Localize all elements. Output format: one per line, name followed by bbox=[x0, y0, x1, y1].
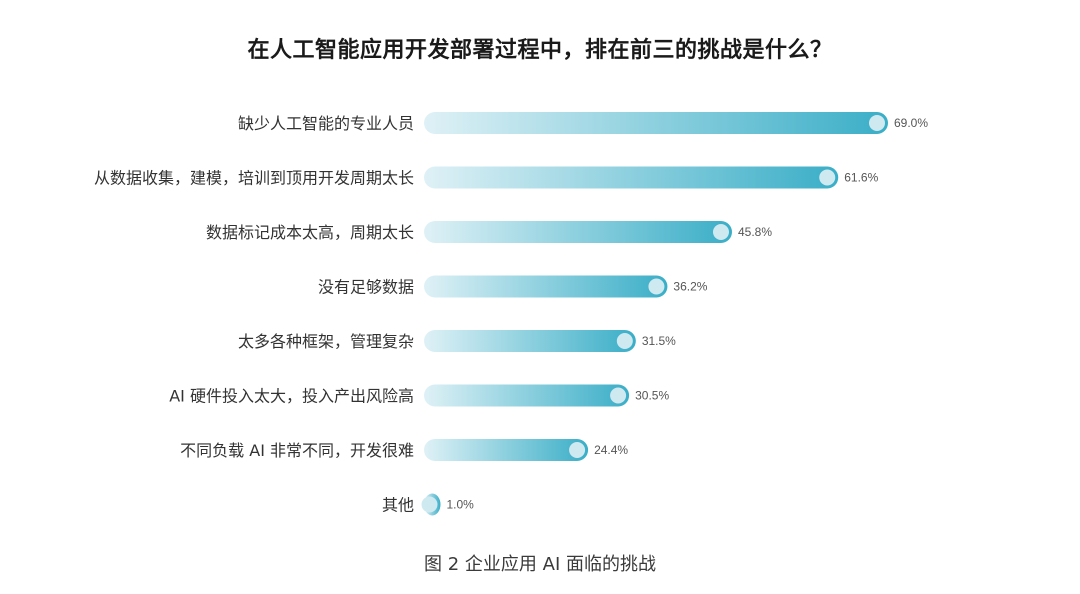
bar-end-knob bbox=[819, 169, 836, 186]
bar-row: 其他 1.0% bbox=[382, 493, 475, 516]
bar-end-knob bbox=[869, 115, 885, 131]
value-label: 61.6% bbox=[844, 171, 878, 185]
bar-row: 缺少人工智能的专业人员 69.0% bbox=[238, 112, 928, 134]
value-label: 1.0% bbox=[447, 498, 475, 512]
bar bbox=[424, 166, 839, 189]
value-label: 24.4% bbox=[594, 443, 628, 457]
bar-row: 从数据收集，建模，培训到顶用开发周期太长 61.6% bbox=[94, 166, 879, 189]
bar bbox=[424, 439, 589, 461]
bar-row: 不同负载 AI 非常不同，开发很难 24.4% bbox=[180, 439, 628, 461]
value-label: 69.0% bbox=[894, 116, 928, 130]
category-label: 不同负载 AI 非常不同，开发很难 bbox=[180, 441, 414, 460]
bar-row: AI 硬件投入太大，投入产出风险高 30.5% bbox=[169, 384, 669, 407]
bar-row: 数据标记成本太高，周期太长 45.8% bbox=[206, 221, 772, 243]
bar bbox=[424, 112, 888, 134]
category-label: 没有足够数据 bbox=[318, 278, 414, 297]
bar-row: 太多各种框架，管理复杂 31.5% bbox=[238, 330, 676, 352]
bar bbox=[424, 275, 668, 298]
value-label: 45.8% bbox=[738, 225, 772, 239]
category-label: AI 硬件投入太大，投入产出风险高 bbox=[169, 387, 414, 406]
bar-end-knob bbox=[569, 442, 586, 458]
category-label: 太多各种框架，管理复杂 bbox=[238, 332, 414, 351]
chart-caption: 图 2 企业应用 AI 面临的挑战 bbox=[424, 554, 656, 575]
category-label: 其他 bbox=[382, 496, 414, 515]
category-label: 缺少人工智能的专业人员 bbox=[238, 114, 414, 133]
bar-end-knob bbox=[616, 333, 633, 349]
bars-layer: 缺少人工智能的专业人员 69.0% 从数据收集，建模，培训到顶用开发周期太长 61.6… bbox=[94, 112, 928, 516]
bar bbox=[424, 384, 630, 407]
bar bbox=[424, 221, 732, 243]
bar-end-knob bbox=[712, 224, 729, 240]
bar-end-knob bbox=[610, 387, 627, 404]
category-label: 数据标记成本太高，周期太长 bbox=[206, 223, 414, 242]
bar-end-knob bbox=[648, 278, 665, 295]
category-label: 从数据收集，建模，培训到顶用开发周期太长 bbox=[94, 169, 414, 188]
value-label: 30.5% bbox=[635, 389, 669, 403]
bar bbox=[424, 330, 636, 352]
chart-title: 在人工智能应用开发部署过程中，排在前三的挑战是什么？ bbox=[247, 38, 833, 63]
value-label: 31.5% bbox=[642, 334, 676, 348]
bar-row: 没有足够数据 36.2% bbox=[318, 275, 708, 298]
bar-end-knob bbox=[421, 496, 438, 513]
value-label: 36.2% bbox=[673, 280, 707, 294]
